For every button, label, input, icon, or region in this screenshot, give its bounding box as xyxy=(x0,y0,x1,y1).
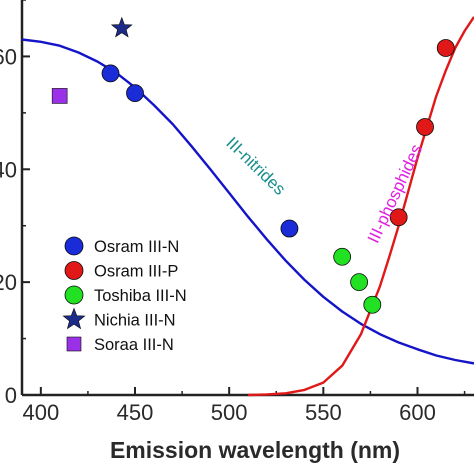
legend-marker-toshiba-iii-n xyxy=(64,285,84,305)
y-tick-label: 20 xyxy=(0,270,17,295)
point-osram-iii-p xyxy=(436,39,455,57)
curve-iii-phosphides xyxy=(247,16,474,397)
point-osram-iii-n xyxy=(126,84,144,103)
point-osram-iii-p xyxy=(389,208,408,227)
tick-labels: 400 450 500 550 600 0 20 40 60 xyxy=(0,44,436,425)
curves xyxy=(21,16,474,397)
legend: Osram III-N Osram III-P Toshiba III-N Nichi… xyxy=(62,236,187,354)
annotation-iii-nitrides: III-nitrides xyxy=(222,133,289,199)
y-tick-label: 0 xyxy=(5,383,17,408)
point-soraa-iii-n xyxy=(51,88,68,104)
legend-marker-osram-iii-p xyxy=(64,261,84,280)
point-osram-iii-p xyxy=(416,118,434,136)
point-toshiba-iii-n xyxy=(333,247,352,266)
legend-label-soraa-iii-n: Soraa III-N xyxy=(94,336,174,354)
x-tick-label: 550 xyxy=(305,400,342,425)
curve-iii-nitrides xyxy=(21,38,474,365)
legend-label-osram-iii-n: Osram III-N xyxy=(94,238,179,256)
legend-marker-soraa-iii-n xyxy=(66,336,82,352)
point-toshiba-iii-n xyxy=(350,273,369,292)
x-tick-label: 600 xyxy=(399,400,436,425)
point-osram-iii-n xyxy=(280,219,299,238)
point-nichia-iii-n xyxy=(110,16,133,38)
data-points xyxy=(51,16,455,314)
legend-label-osram-iii-p: Osram III-P xyxy=(94,263,178,281)
point-toshiba-iii-n xyxy=(363,295,382,314)
x-tick-label: 400 xyxy=(22,400,59,425)
y-tick-label: 60 xyxy=(0,44,17,69)
legend-label-toshiba-iii-n: Toshiba III-N xyxy=(94,287,187,305)
y-tick-label: 40 xyxy=(0,157,17,182)
legend-marker-nichia-iii-n xyxy=(62,307,86,330)
x-axis-title: Emission wavelength (nm) xyxy=(110,437,400,463)
x-tick-label: 450 xyxy=(117,400,154,425)
x-tick-label: 500 xyxy=(211,400,248,425)
annotation-iii-phosphides: III-phosphides xyxy=(364,141,426,246)
legend-label-nichia-iii-n: Nichia III-N xyxy=(94,312,176,330)
legend-marker-osram-iii-n xyxy=(64,236,84,256)
point-osram-iii-n xyxy=(101,64,120,83)
